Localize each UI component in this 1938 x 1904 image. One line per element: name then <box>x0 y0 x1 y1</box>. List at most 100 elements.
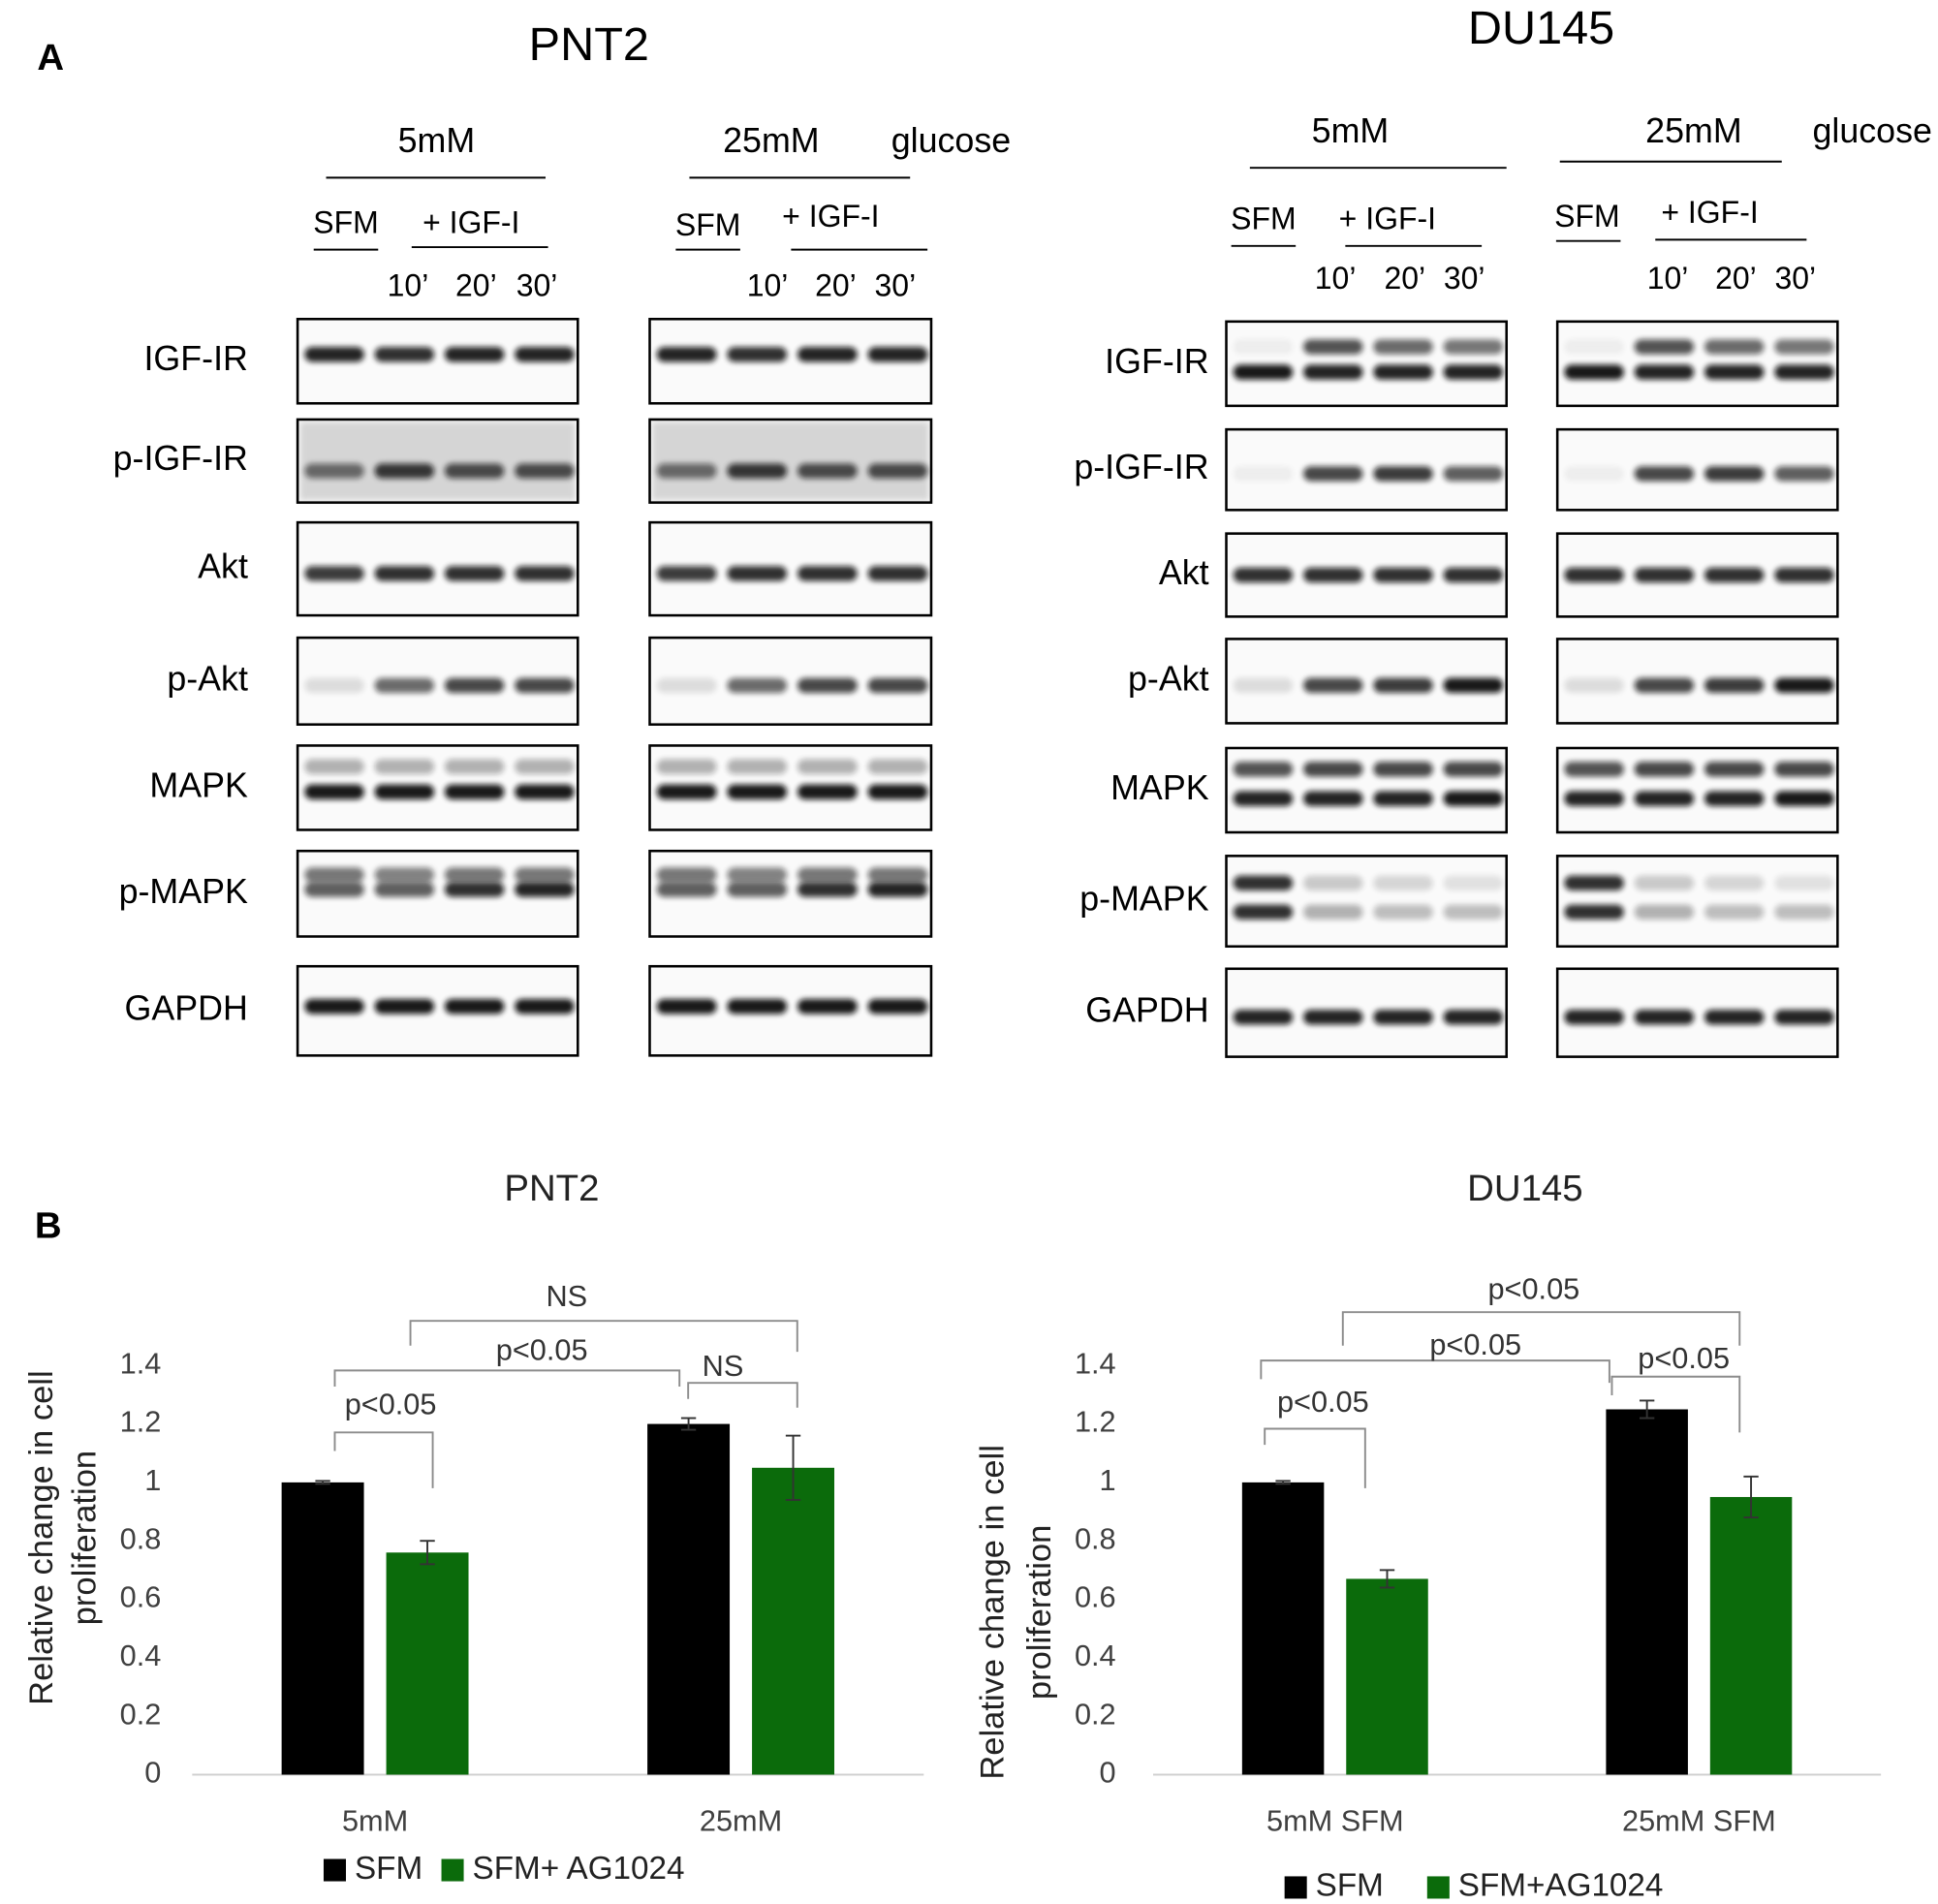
legend-swatch <box>323 1858 347 1882</box>
control-label: SFM <box>1231 202 1296 236</box>
band <box>1443 466 1504 482</box>
protein-label: p-IGF-IR <box>1074 448 1208 486</box>
treatment-label: + IGF-I <box>782 199 879 234</box>
band <box>727 998 788 1014</box>
significance-bracket <box>687 1382 798 1408</box>
band <box>515 347 575 362</box>
band <box>374 463 435 479</box>
band <box>867 677 928 694</box>
band <box>374 882 435 897</box>
band <box>1564 875 1624 891</box>
blot-frame <box>1555 967 1839 1058</box>
band <box>1774 791 1834 806</box>
blot-frame <box>1225 746 1508 834</box>
time-label: 30’ <box>1444 261 1485 296</box>
band <box>1704 1010 1765 1025</box>
band <box>1564 339 1624 355</box>
band <box>727 463 788 479</box>
y-tick-label: 0.8 <box>120 1521 162 1555</box>
significance-bracket <box>409 1320 798 1353</box>
band <box>1774 339 1834 355</box>
x-tick-label: 5mM <box>342 1804 408 1838</box>
band <box>1373 1010 1433 1025</box>
time-label: 20’ <box>815 268 857 303</box>
band <box>444 759 505 774</box>
band <box>727 759 788 774</box>
band <box>515 463 575 479</box>
band <box>1774 677 1834 693</box>
band <box>1233 567 1294 583</box>
band <box>444 867 505 883</box>
band <box>1373 339 1433 355</box>
band <box>374 998 435 1014</box>
blot-frame <box>648 849 933 938</box>
treatment-label: + IGF-I <box>1661 195 1758 230</box>
treatment-label: + IGF-I <box>422 204 519 239</box>
band <box>727 784 788 799</box>
blot-frame <box>296 744 579 831</box>
band <box>304 759 364 774</box>
band <box>515 759 575 774</box>
band <box>1704 466 1765 482</box>
band <box>867 882 928 897</box>
y-tick-label: 0 <box>1100 1756 1116 1790</box>
control-label: SFM <box>1554 199 1619 234</box>
significance-label: p<0.05 <box>1487 1272 1579 1306</box>
significance-label: p<0.05 <box>1638 1341 1730 1375</box>
blot-frame <box>296 317 579 405</box>
band <box>1303 339 1363 355</box>
legend-label: SFM+ AG1024 <box>473 1851 685 1887</box>
band <box>1774 904 1834 920</box>
y-tick-label: 1.2 <box>1075 1405 1116 1439</box>
protein-label: GAPDH <box>125 989 248 1028</box>
band <box>1774 1010 1834 1025</box>
y-axis-label: proliferation <box>1021 1525 1058 1700</box>
band <box>374 867 435 883</box>
significance-bracket <box>1264 1427 1366 1488</box>
blot <box>1557 856 1838 947</box>
blot-frame <box>296 418 579 504</box>
band <box>1634 466 1695 482</box>
blot-frame <box>1555 320 1839 408</box>
band <box>656 463 717 479</box>
band <box>515 867 575 883</box>
significance-bracket <box>1341 1311 1741 1346</box>
band <box>444 677 505 694</box>
time-label: 20’ <box>455 268 497 303</box>
blot-frame <box>1555 855 1839 949</box>
band <box>1303 1010 1363 1025</box>
y-axis-label: Relative change in cell <box>974 1445 1011 1780</box>
band <box>1443 677 1504 693</box>
blot-frame <box>296 520 579 617</box>
band <box>867 784 928 799</box>
band <box>797 759 858 774</box>
band <box>515 784 575 799</box>
bar <box>386 1552 469 1775</box>
band <box>304 784 364 799</box>
band <box>444 998 505 1014</box>
band <box>304 347 364 362</box>
glucose-label: glucose <box>1812 111 1931 150</box>
y-tick-label: 0.6 <box>120 1580 162 1614</box>
band <box>1233 762 1294 777</box>
band <box>1704 567 1765 583</box>
band <box>1634 567 1695 583</box>
y-tick-label: 1 <box>144 1463 161 1497</box>
y-tick-label: 0.6 <box>1075 1580 1116 1614</box>
concentration-label: 5mM <box>398 121 476 160</box>
y-axis-label: Relative change in cell <box>23 1370 60 1705</box>
band <box>797 347 858 362</box>
significance-bracket <box>333 1431 434 1488</box>
band <box>656 759 717 774</box>
bar <box>1346 1578 1428 1775</box>
blot-frame <box>648 744 933 831</box>
bar <box>1606 1409 1688 1775</box>
band <box>1303 677 1363 693</box>
band <box>1564 466 1624 482</box>
time-label: 10’ <box>1647 261 1689 296</box>
protein-label: MAPK <box>1110 768 1209 807</box>
band <box>1564 677 1624 693</box>
error-bar <box>1275 1480 1291 1485</box>
concentration-label: 25mM <box>723 121 820 160</box>
